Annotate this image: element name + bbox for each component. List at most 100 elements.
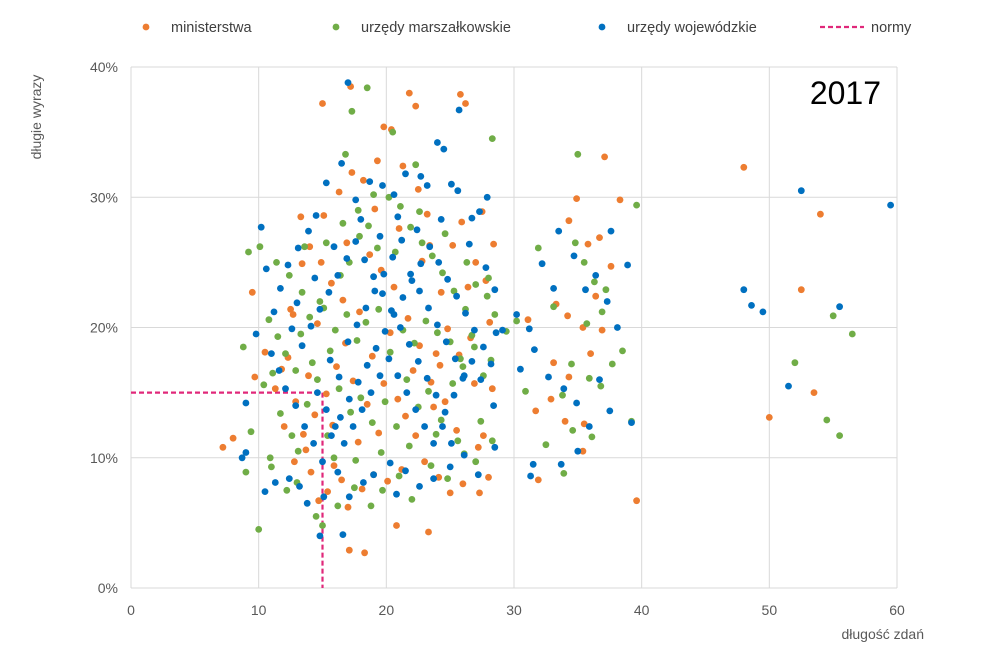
point-marszalkowskie [375,305,383,313]
point-ministerstwa [333,363,340,370]
point-ministerstwa [311,411,319,419]
point-wojewodzkie [284,261,292,269]
point-ministerstwa [380,380,388,387]
point-marszalkowskie [292,367,300,374]
point-wojewodzkie [414,358,422,365]
point-wojewodzkie [296,483,303,490]
point-wojewodzkie [603,298,611,305]
point-marszalkowskie [331,326,339,334]
point-marszalkowskie [597,382,605,390]
point-wojewodzkie [460,372,468,380]
point-marszalkowskie [449,380,457,387]
point-wojewodzkie [326,356,334,364]
point-ministerstwa [315,497,323,505]
point-marszalkowskie [437,416,445,424]
point-ministerstwa [374,157,381,165]
point-wojewodzkie [242,399,250,407]
point-marszalkowskie [301,243,308,251]
point-marszalkowskie [303,400,311,408]
point-marszalkowskie [583,320,591,327]
point-marszalkowskie [542,441,550,449]
point-ministerstwa [358,485,366,493]
point-ministerstwa [390,283,398,291]
point-wojewodzkie [513,311,520,318]
point-wojewodzkie [275,367,283,374]
point-marszalkowskie [395,472,403,480]
point-marszalkowskie [588,433,596,441]
point-ministerstwa [565,373,573,381]
point-wojewodzkie [338,160,345,167]
point-ministerstwa [425,528,432,536]
point-marszalkowskie [441,230,449,238]
point-wojewodzkie [453,292,460,300]
point-wojewodzkie [426,243,434,251]
point-ministerstwa [441,398,449,406]
point-marszalkowskie [354,206,362,214]
point-wojewodzkie [748,302,755,309]
point-wojewodzkie [305,227,312,235]
point-ministerstwa [490,240,497,248]
y-tick-label: 0% [98,580,118,596]
point-wojewodzkie [797,187,805,195]
chart-title: 2017 [810,75,881,111]
point-ministerstwa [462,100,469,107]
point-marszalkowskie [370,191,377,199]
point-ministerstwa [534,476,542,484]
point-wojewodzkie [628,419,635,426]
point-wojewodzkie [358,406,366,413]
point-wojewodzkie [490,402,497,409]
point-wojewodzkie [454,187,462,195]
point-wojewodzkie [468,358,476,365]
point-wojewodzkie [339,531,347,538]
point-marszalkowskie [356,232,363,240]
point-marszalkowskie [585,374,593,382]
point-marszalkowskie [571,239,579,247]
point-marszalkowskie [255,526,263,533]
point-ministerstwa [404,315,412,322]
point-wojewodzkie [312,212,320,219]
point-marszalkowskie [351,484,358,492]
point-ministerstwa [584,240,592,248]
point-ministerstwa [412,102,420,110]
point-marszalkowskie [427,462,435,469]
point-marszalkowskie [432,430,440,438]
point-wojewodzkie [460,451,468,459]
point-wojewodzkie [389,253,397,261]
point-wojewodzkie [252,330,260,338]
point-marszalkowskie [393,423,400,430]
point-wojewodzkie [292,402,300,409]
point-marszalkowskie [314,376,321,383]
point-ministerstwa [297,213,305,221]
point-marszalkowskie [411,339,418,347]
point-ministerstwa [322,390,330,398]
point-ministerstwa [302,446,310,454]
point-marszalkowskie [560,470,568,477]
point-wojewodzkie [285,475,293,482]
point-wojewodzkie [480,343,487,351]
point-marszalkowskie [513,317,520,325]
point-wojewodzkie [785,382,792,390]
point-wojewodzkie [402,170,409,178]
point-wojewodzkie [293,299,301,307]
point-ministerstwa [524,316,532,324]
point-ministerstwa [319,100,326,107]
point-ministerstwa [596,234,603,242]
point-ministerstwa [797,286,805,294]
point-ministerstwa [368,352,376,360]
point-wojewodzkie [439,423,446,430]
point-marszalkowskie [472,281,480,288]
legend-label-wojewodzkie: urzędy wojewódzkie [627,20,757,36]
point-ministerstwa [339,296,347,304]
point-ministerstwa [384,477,391,485]
point-marszalkowskie [428,252,436,260]
grid-lines [130,66,898,589]
point-marszalkowskie [471,343,478,351]
point-wojewodzkie [412,406,420,413]
point-ministerstwa [248,288,256,296]
point-marszalkowskie [823,416,831,424]
x-tick-label: 50 [762,602,778,618]
point-marszalkowskie [444,475,451,482]
point-marszalkowskie [283,486,291,494]
point-wojewodzkie [538,260,546,268]
